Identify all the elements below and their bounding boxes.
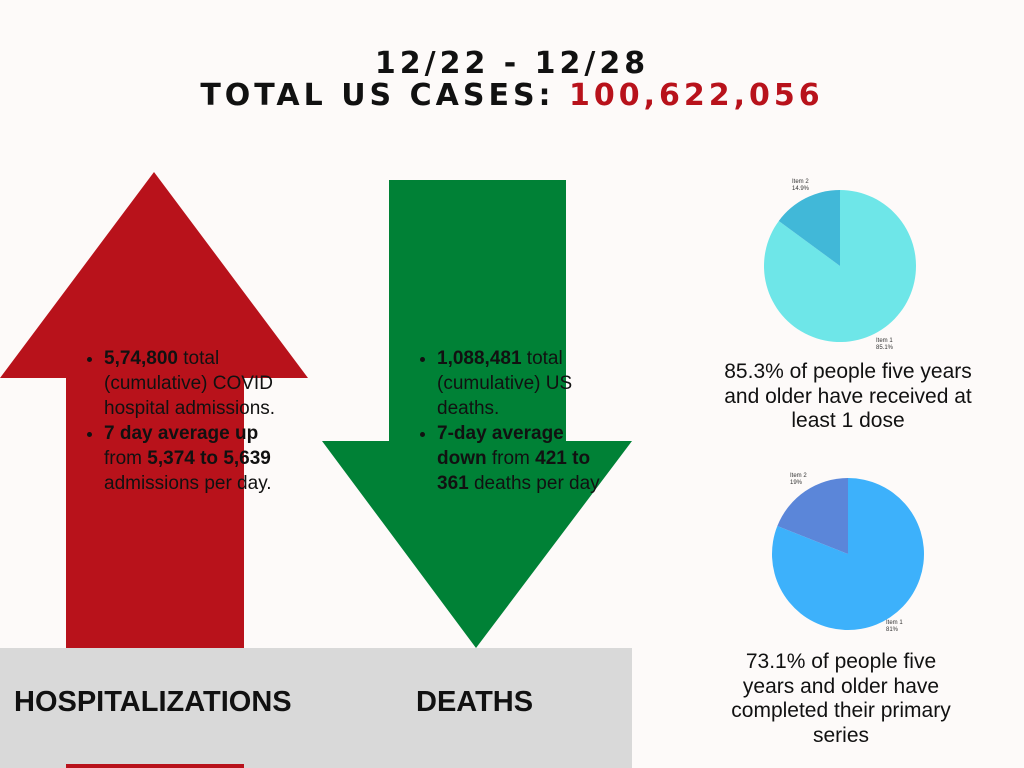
pie-slice-name-label: Item 1 [886,620,903,626]
total-cases-value: 100,622,056 [569,78,824,113]
pie-slice-item-2 [777,478,848,554]
hospitalizations-bullet-average: 7 day average up from 5,374 to 5,639 adm… [104,421,280,496]
pie-slice-value-label: 14.9% [792,186,810,192]
first-dose-caption: 85.3% of people five years and older hav… [724,360,972,432]
deaths-bullet-total: 1,088,481 total (cumulative) US deaths. [437,346,601,421]
hospitalizations-label: HOSPITALIZATIONS [14,686,292,718]
pie-slice-value-label: 85.1% [876,345,894,351]
arrow-base-stub [66,764,244,768]
hospitalizations-bullet-total: 5,74,800 total (cumulative) COVID hospit… [104,346,280,421]
primary-series-caption: 73.1% of people five years and older hav… [731,650,951,747]
deaths-bullet-average: 7-day average down from 421 to 361 death… [437,421,601,496]
deaths-bullets: 1,088,481 total (cumulative) US deaths. … [403,346,601,496]
pie-slice-value-label: 19% [790,480,803,486]
primary-series-pie-chart: Item 181% Item 219% [772,473,924,633]
total-cases-label: TOTAL US CASES: [200,78,569,113]
pie-slice-name-label: Item 2 [790,473,807,479]
hospitalizations-up-arrow [0,172,308,648]
labels-band [0,648,632,768]
pie-slice-name-label: Item 2 [792,179,809,185]
date-range-title: 12/22 - 12/28 [374,46,650,81]
first-dose-pie-chart: Item 185.1% Item 214.9% [764,179,916,351]
pie-slice-name-label: Item 1 [876,338,893,344]
total-cases-title: TOTAL US CASES: 100,622,056 [0,78,1024,113]
pie-slice-value-label: 81% [886,627,899,633]
deaths-down-arrow [322,180,632,648]
pie-slice-item-2 [778,190,840,266]
deaths-label: DEATHS [416,686,534,718]
hospitalizations-bullets: 5,74,800 total (cumulative) COVID hospit… [70,346,280,496]
